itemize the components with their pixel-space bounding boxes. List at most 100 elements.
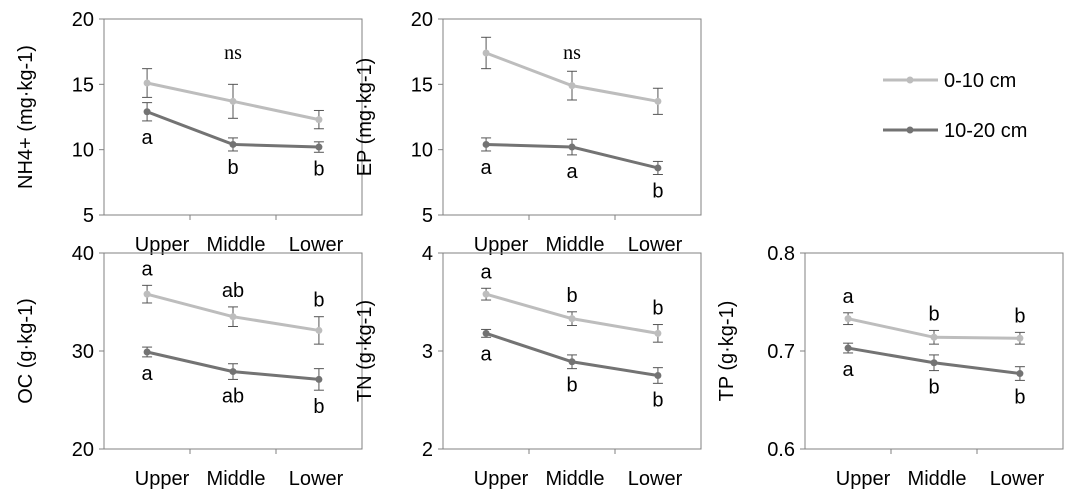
x-category-label: Upper xyxy=(474,468,529,490)
significance-letter: b xyxy=(928,377,939,399)
x-category-label: Middle xyxy=(546,234,605,256)
significance-letter: b xyxy=(227,157,238,179)
data-point xyxy=(229,313,237,321)
series-dark: a a b xyxy=(481,137,663,202)
significance-letter: a xyxy=(142,127,154,149)
data-point xyxy=(315,375,323,383)
x-category-label: Upper xyxy=(135,468,190,490)
data-point xyxy=(143,108,151,116)
y-axis-label: OC (g·kg-1) xyxy=(15,298,37,404)
legend-label: 10-20 cm xyxy=(944,120,1027,142)
chart-panel-4: 2 3 4 Upper Middle Lower TN (g·kg-1) a b b a b b xyxy=(354,243,702,490)
y-axis-label: TN (g·kg-1) xyxy=(354,300,376,402)
data-point xyxy=(482,140,490,148)
data-point xyxy=(482,329,490,337)
data-point xyxy=(844,315,852,323)
data-point xyxy=(654,164,662,172)
data-point xyxy=(568,315,576,323)
series-light: abb xyxy=(481,261,663,343)
data-point xyxy=(930,333,938,341)
data-point xyxy=(1016,334,1024,342)
legend-label: 0-10 cm xyxy=(944,70,1016,92)
y-tick-label: 10 xyxy=(411,140,433,162)
significance-letter: a xyxy=(481,261,493,283)
x-category-label: Lower xyxy=(289,234,344,256)
y-tick-label: 0.8 xyxy=(767,243,795,265)
significance-annotation: ns xyxy=(563,42,581,64)
significance-letter: ab xyxy=(222,280,244,302)
significance-letter: a xyxy=(481,157,493,179)
data-point xyxy=(143,79,151,87)
significance-letter: b xyxy=(928,303,939,325)
significance-letter: ab xyxy=(222,385,244,407)
data-point xyxy=(229,140,237,148)
x-category-label: Middle xyxy=(207,234,266,256)
data-point xyxy=(229,97,237,105)
data-point xyxy=(315,326,323,334)
series-dark: a b b xyxy=(481,328,663,411)
data-point xyxy=(143,290,151,298)
series-light xyxy=(142,68,324,130)
series-light xyxy=(481,36,663,115)
data-point xyxy=(1016,370,1024,378)
y-tick-label: 15 xyxy=(72,74,94,96)
data-point xyxy=(844,344,852,352)
data-point xyxy=(568,82,576,90)
y-axis-label: EP (mg·kg-1) xyxy=(354,58,376,177)
y-tick-label: 0.6 xyxy=(767,439,795,461)
y-tick-label: 10 xyxy=(72,140,94,162)
series-dark: a ab b xyxy=(142,346,324,418)
significance-letter: a xyxy=(142,363,154,385)
legend-swatch-marker xyxy=(906,76,914,84)
data-point xyxy=(315,116,323,124)
significance-letter: a xyxy=(843,286,855,308)
data-point xyxy=(143,348,151,356)
x-category-label: Middle xyxy=(546,468,605,490)
significance-letter: b xyxy=(313,290,324,312)
significance-letter: b xyxy=(313,396,324,418)
y-tick-label: 20 xyxy=(72,439,94,461)
y-tick-label: 20 xyxy=(411,9,433,31)
x-category-label: Middle xyxy=(908,468,967,490)
chart-panel-2: 5 10 15 20 Upper Middle Lower EP (mg·kg-1) ns a a b xyxy=(354,9,702,256)
x-category-label: Upper xyxy=(836,468,891,490)
x-category-label: Lower xyxy=(990,468,1045,490)
significance-letter: b xyxy=(1014,305,1025,327)
significance-letter: a xyxy=(142,258,154,280)
x-category-label: Lower xyxy=(628,234,683,256)
chart-panel-1: 5 10 15 20 Upper Middle Lower NH4+ (mg·kg-1) ns a… xyxy=(15,9,363,256)
x-category-label: Middle xyxy=(207,468,266,490)
significance-letter: b xyxy=(652,389,663,411)
series-dark: a b b xyxy=(142,102,324,180)
y-tick-label: 0.7 xyxy=(767,341,795,363)
x-category-label: Upper xyxy=(474,234,529,256)
data-point xyxy=(568,143,576,151)
data-point xyxy=(654,97,662,105)
y-tick-label: 15 xyxy=(411,74,433,96)
legend-swatch-marker xyxy=(906,126,914,134)
series-dark: a b b xyxy=(843,342,1025,408)
series-light: a ab b xyxy=(142,258,324,345)
legend: 0-10 cm 10-20 cm xyxy=(883,70,1027,142)
significance-letter: b xyxy=(652,180,663,202)
significance-letter: b xyxy=(313,158,324,180)
significance-letter: a xyxy=(481,343,493,365)
plot-frame xyxy=(804,252,1064,450)
data-point xyxy=(654,329,662,337)
y-tick-label: 20 xyxy=(72,9,94,31)
significance-letter: b xyxy=(652,298,663,320)
y-tick-label: 40 xyxy=(72,243,94,265)
y-tick-label: 5 xyxy=(83,205,94,227)
x-category-label: Lower xyxy=(289,468,344,490)
significance-letter: b xyxy=(566,375,577,397)
significance-letter: b xyxy=(1014,386,1025,408)
data-point xyxy=(568,358,576,366)
y-tick-label: 2 xyxy=(422,439,433,461)
data-point xyxy=(482,49,490,57)
significance-letter: a xyxy=(843,359,855,381)
y-axis-label: NH4+ (mg·kg-1) xyxy=(15,45,37,189)
x-category-label: Upper xyxy=(135,234,190,256)
